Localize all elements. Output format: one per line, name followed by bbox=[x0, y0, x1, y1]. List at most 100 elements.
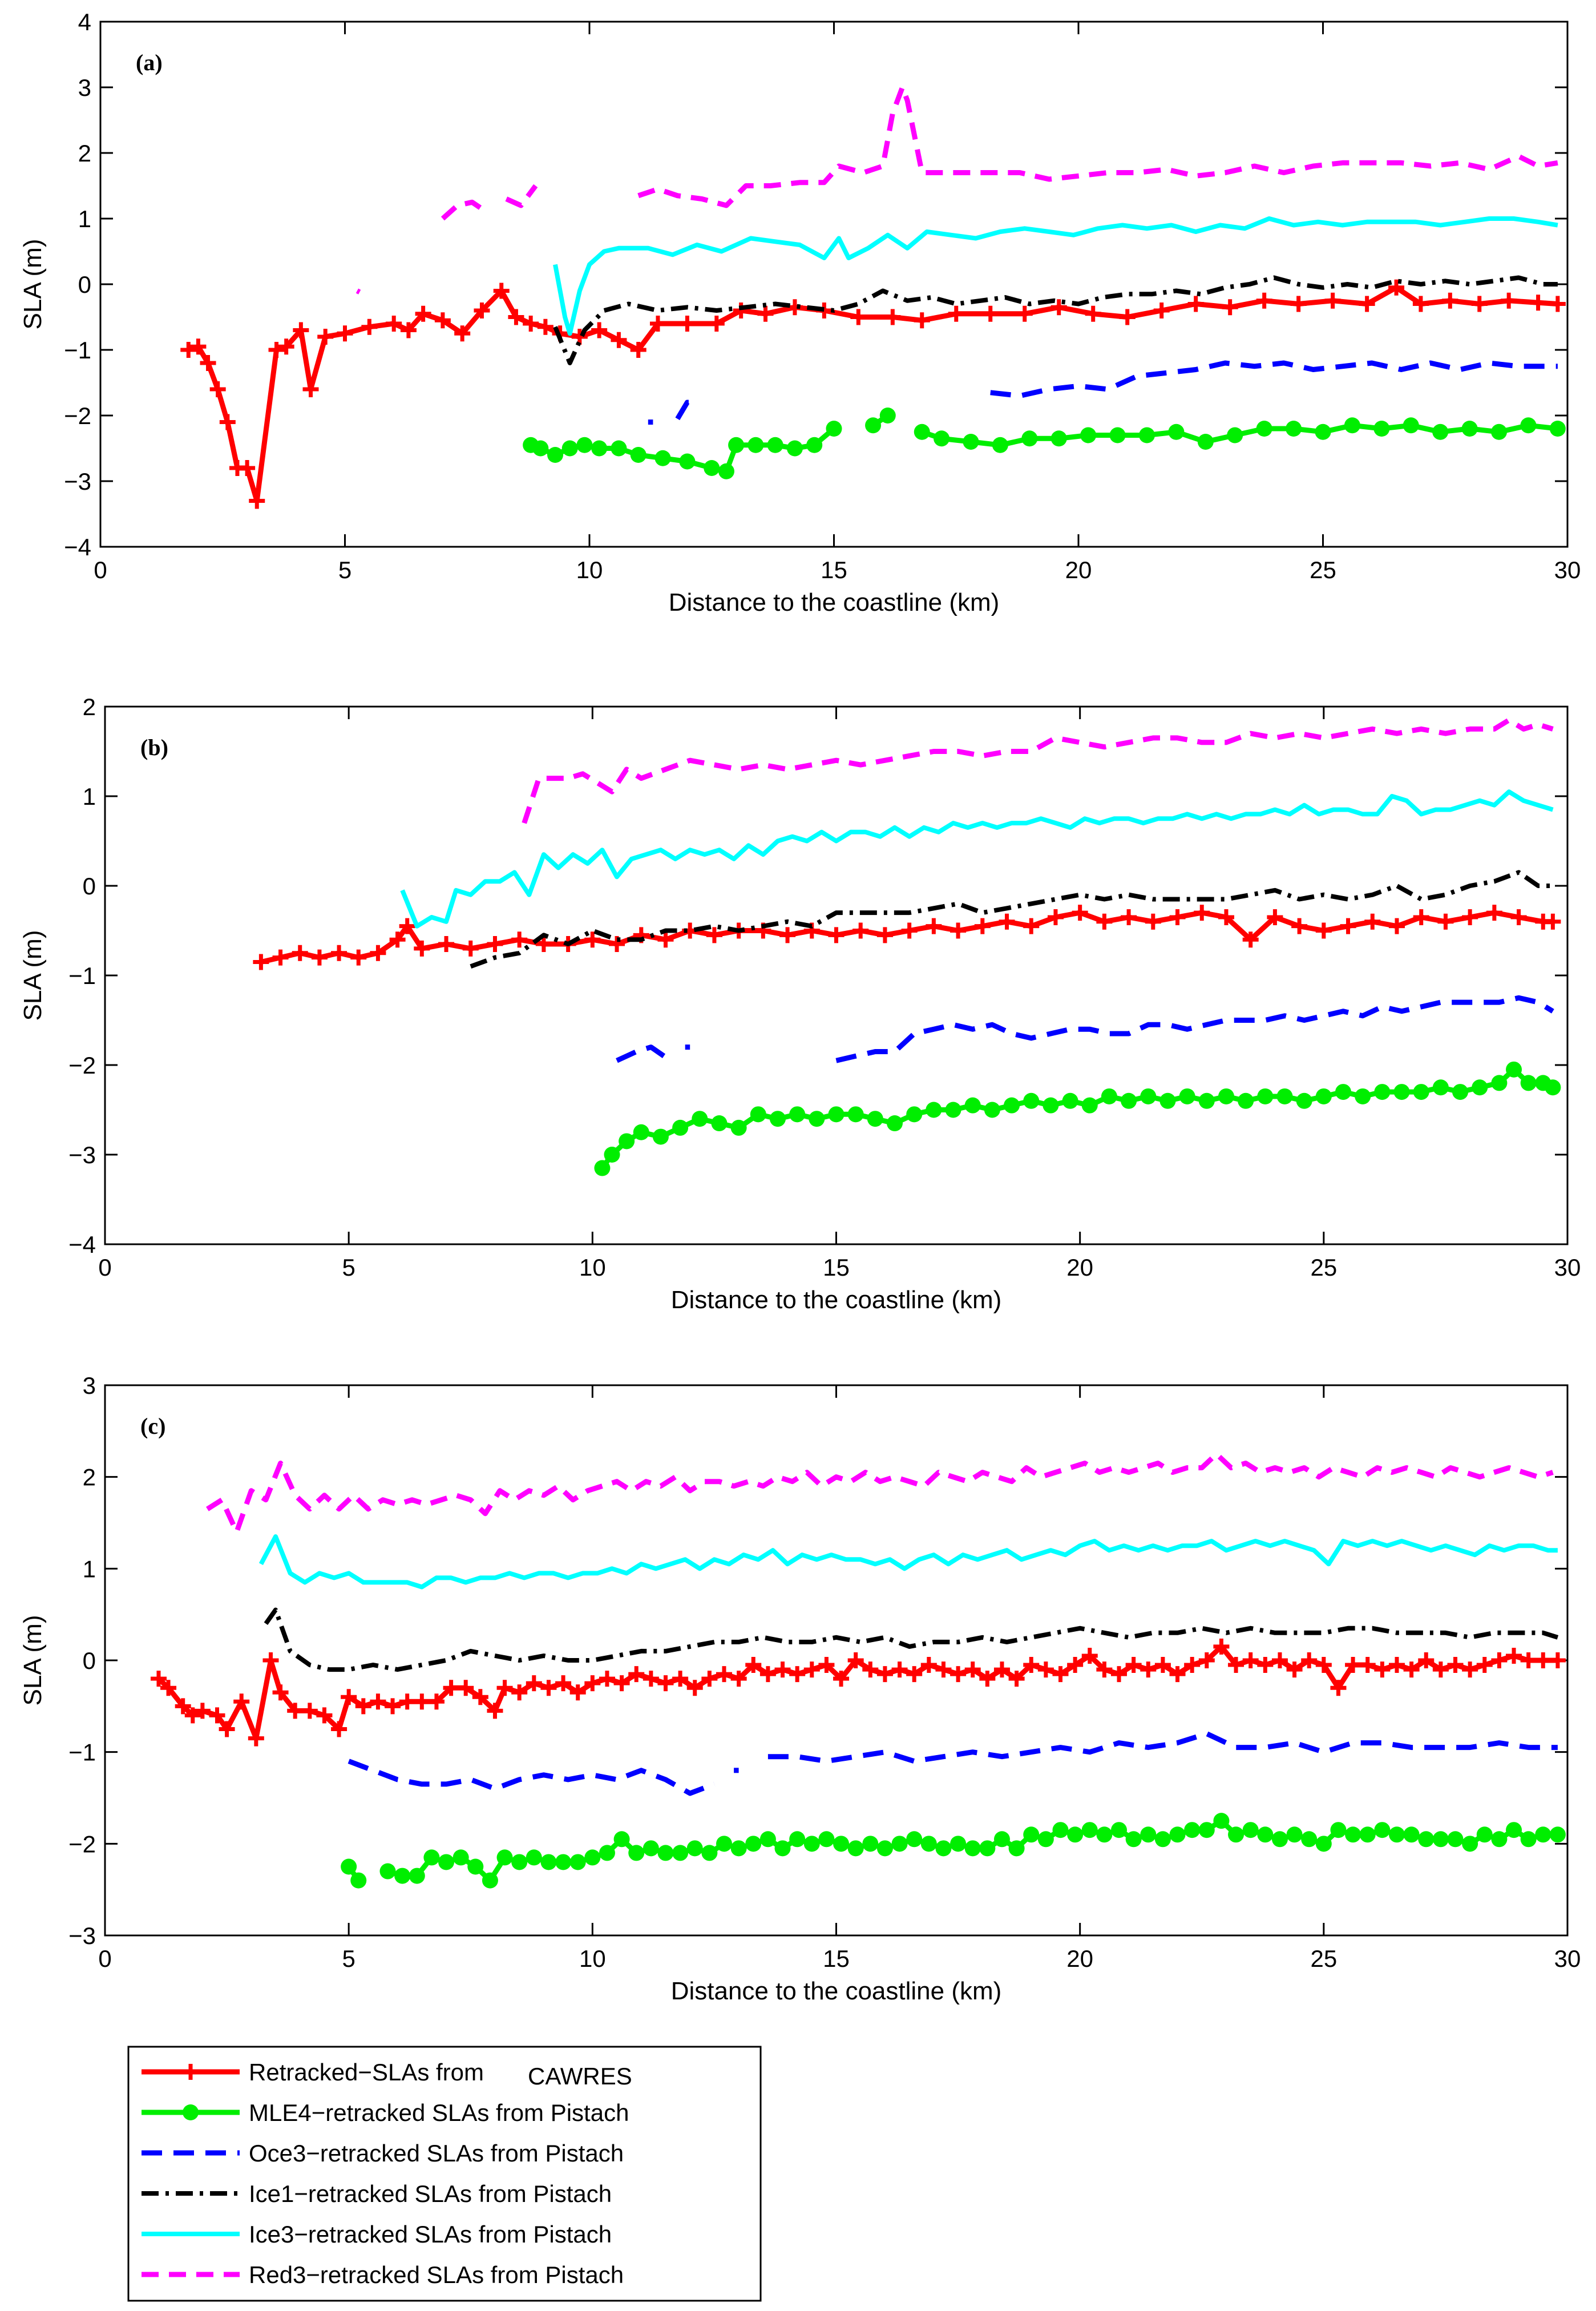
data-point-mle4 bbox=[594, 1160, 611, 1176]
data-point-mle4 bbox=[1228, 1826, 1245, 1843]
data-point-cawres bbox=[1096, 1661, 1113, 1678]
data-point-cawres bbox=[414, 940, 430, 957]
y-tick-label: −2 bbox=[68, 1830, 96, 1857]
data-point-cawres bbox=[194, 1703, 211, 1719]
series-layer bbox=[180, 84, 1566, 509]
data-point-mle4 bbox=[806, 437, 823, 453]
x-tick-label: 20 bbox=[1066, 1254, 1093, 1281]
data-point-mle4 bbox=[1286, 1826, 1303, 1843]
data-point-mle4 bbox=[833, 1836, 850, 1852]
data-point-cawres bbox=[789, 1666, 806, 1683]
data-point-mle4 bbox=[1004, 1097, 1020, 1114]
series-line-ice3 bbox=[553, 216, 1558, 336]
x-tick-label: 25 bbox=[1310, 1254, 1337, 1281]
data-point-mle4 bbox=[1520, 417, 1537, 434]
data-point-cawres bbox=[571, 329, 588, 345]
data-point-cawres bbox=[1023, 918, 1040, 934]
data-point-mle4 bbox=[1213, 1813, 1230, 1829]
y-tick-label: 1 bbox=[78, 205, 91, 232]
data-point-mle4 bbox=[1197, 434, 1214, 450]
data-point-mle4 bbox=[1330, 1822, 1347, 1838]
data-point-cawres bbox=[331, 1721, 348, 1737]
data-point-mle4 bbox=[540, 1854, 557, 1870]
y-tick-label: −1 bbox=[64, 337, 91, 364]
data-point-cawres bbox=[948, 305, 964, 322]
x-tick-label: 0 bbox=[98, 1945, 111, 1972]
series-line-red3 bbox=[355, 288, 361, 295]
data-point-cawres bbox=[1125, 1657, 1142, 1673]
data-point-mle4 bbox=[1286, 421, 1302, 437]
data-point-mle4 bbox=[862, 1836, 879, 1852]
data-point-mle4 bbox=[1447, 1831, 1464, 1848]
data-point-cawres bbox=[472, 1689, 488, 1705]
data-point-mle4 bbox=[613, 1831, 630, 1848]
data-point-cawres bbox=[828, 927, 845, 943]
data-point-cawres bbox=[493, 283, 510, 299]
data-point-cawres bbox=[1418, 1652, 1435, 1668]
data-point-mle4 bbox=[643, 1840, 659, 1857]
legend: Retracked−SLAs from CAWRES MLE4−retracked … bbox=[127, 2046, 762, 2302]
data-point-cawres bbox=[400, 322, 417, 338]
data-point-cawres bbox=[537, 318, 553, 335]
data-point-cawres bbox=[1194, 905, 1210, 921]
data-point-cawres bbox=[745, 1657, 762, 1673]
series-line-oce3 bbox=[675, 400, 697, 421]
data-point-mle4 bbox=[1315, 1088, 1332, 1104]
data-point-mle4 bbox=[748, 437, 764, 453]
data-point-cawres bbox=[630, 342, 647, 358]
x-tick-label: 10 bbox=[579, 1945, 606, 1972]
data-point-mle4 bbox=[1257, 1088, 1274, 1104]
data-point-mle4 bbox=[1403, 1826, 1420, 1843]
data-point-cawres bbox=[535, 936, 552, 953]
data-point-cawres bbox=[950, 1666, 967, 1683]
legend-label-oce3: Oce3−retracked SLAs from Pistach bbox=[249, 2140, 624, 2167]
plot-area bbox=[104, 705, 1569, 1245]
data-point-mle4 bbox=[906, 1106, 923, 1123]
data-point-mle4 bbox=[1218, 1088, 1234, 1104]
data-point-cawres bbox=[219, 414, 236, 430]
data-point-mle4 bbox=[652, 1128, 669, 1145]
data-point-mle4 bbox=[728, 437, 745, 453]
data-point-mle4 bbox=[628, 1845, 645, 1861]
data-point-cawres bbox=[1549, 1652, 1566, 1668]
data-point-cawres bbox=[287, 1703, 304, 1719]
data-point-cawres bbox=[1545, 913, 1561, 930]
y-tick-label: 2 bbox=[83, 693, 96, 720]
data-point-cawres bbox=[278, 338, 294, 355]
data-point-mle4 bbox=[847, 1840, 864, 1857]
plot-area bbox=[99, 21, 1569, 548]
data-point-mle4 bbox=[1169, 1826, 1186, 1843]
data-point-mle4 bbox=[876, 1840, 893, 1857]
data-point-cawres bbox=[1286, 1661, 1303, 1678]
data-point-mle4 bbox=[1242, 1822, 1259, 1838]
data-point-mle4 bbox=[1388, 1826, 1405, 1843]
data-point-cawres bbox=[759, 1666, 776, 1683]
data-point-cawres bbox=[982, 305, 999, 322]
data-point-cawres bbox=[511, 1684, 528, 1701]
data-point-cawres bbox=[1081, 1647, 1098, 1664]
data-point-cawres bbox=[1213, 1638, 1230, 1655]
data-point-cawres bbox=[526, 1675, 542, 1692]
data-point-cawres bbox=[833, 1671, 850, 1687]
data-point-cawres bbox=[1549, 296, 1566, 312]
data-point-mle4 bbox=[496, 1849, 513, 1866]
x-tick-label: 10 bbox=[579, 1254, 606, 1281]
data-point-mle4 bbox=[1021, 430, 1038, 447]
data-point-mle4 bbox=[630, 447, 647, 463]
data-point-mle4 bbox=[865, 417, 882, 434]
x-axis-label: Distance to the coastline (km) bbox=[671, 1977, 1002, 2005]
x-tick-label: 0 bbox=[98, 1254, 111, 1281]
data-point-mle4 bbox=[1506, 1822, 1522, 1838]
data-point-mle4 bbox=[789, 1106, 806, 1123]
data-point-mle4 bbox=[769, 1111, 786, 1127]
data-point-cawres bbox=[920, 1657, 937, 1673]
data-point-mle4 bbox=[1125, 1831, 1142, 1848]
data-point-cawres bbox=[443, 1680, 459, 1696]
data-point-mle4 bbox=[657, 1845, 674, 1861]
x-tick-label: 5 bbox=[342, 1254, 355, 1281]
data-point-cawres bbox=[974, 918, 991, 934]
legend-label-extra: CAWRES bbox=[528, 2063, 632, 2090]
data-point-mle4 bbox=[1491, 424, 1508, 440]
data-point-mle4 bbox=[452, 1849, 469, 1866]
